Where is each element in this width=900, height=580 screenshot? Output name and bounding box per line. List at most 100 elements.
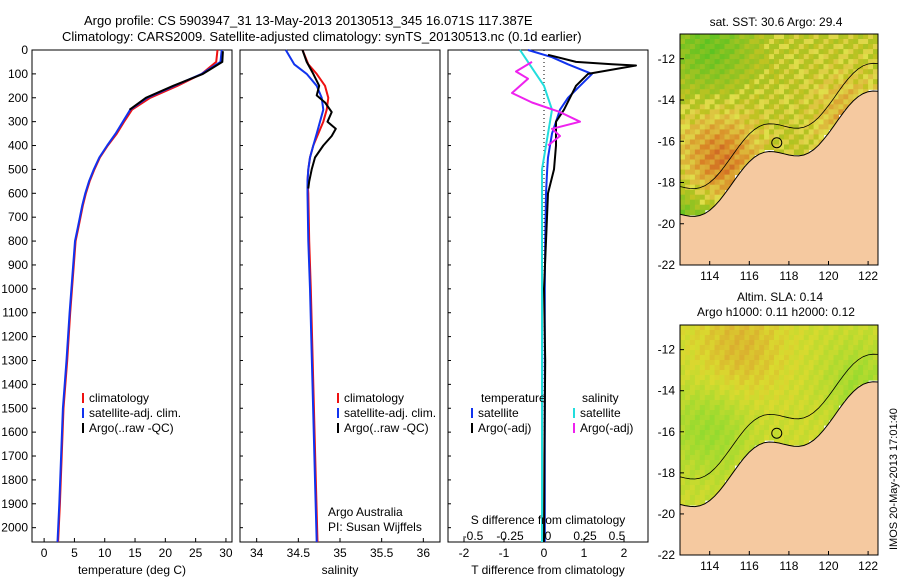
map-cell: [818, 340, 825, 346]
map-cell: [788, 119, 795, 125]
map-cell: [709, 400, 716, 406]
map-cell: [680, 395, 686, 401]
map-cell: [818, 119, 825, 125]
map-cell: [803, 385, 810, 391]
map-cell: [793, 49, 800, 55]
map-cell: [828, 360, 834, 366]
map-cell: [798, 144, 805, 151]
map-cell: [719, 475, 726, 481]
map-cell: [685, 490, 691, 496]
map-cell: [803, 345, 810, 351]
map-cell: [704, 410, 711, 416]
map-cell: [709, 89, 716, 95]
map-cell: [739, 435, 745, 441]
map-cell: [739, 129, 745, 135]
map-cell: [714, 360, 721, 366]
map-cell: [729, 109, 735, 115]
map-cell: [868, 69, 874, 75]
map-cell: [739, 69, 745, 75]
map-cell: [868, 39, 874, 45]
y-tick-label: 100: [8, 67, 28, 81]
map-cell: [724, 470, 730, 476]
map-cell: [788, 149, 795, 156]
map-cell: [774, 360, 780, 366]
x-tick-label: 2: [621, 546, 628, 560]
map-cell: [739, 64, 745, 70]
map-cell: [848, 44, 854, 50]
map-cell: [689, 179, 696, 186]
map-cell: [754, 99, 760, 105]
map-cell: [764, 94, 770, 100]
map-cell: [833, 325, 839, 331]
map-cell: [685, 385, 691, 391]
map-cell: [779, 89, 785, 95]
map-cell: [685, 345, 691, 351]
map-cell: [823, 59, 829, 65]
map-cell: [685, 340, 691, 346]
map-cell: [828, 34, 834, 40]
map-cell: [863, 79, 869, 85]
map-cell: [729, 445, 735, 451]
map-cell: [793, 94, 800, 100]
map-cell: [685, 184, 691, 191]
map-cell: [719, 174, 726, 181]
map-cell: [784, 355, 790, 361]
map-cell: [803, 375, 810, 381]
map-cell: [759, 420, 765, 426]
map-cell: [724, 184, 730, 191]
map-cell: [759, 325, 765, 331]
map-cell: [823, 395, 829, 401]
y-tick-label: 200: [8, 91, 28, 105]
map-cell: [798, 89, 805, 95]
map-cell: [699, 94, 706, 100]
map-cell: [848, 59, 854, 65]
map-cell: [759, 340, 765, 346]
map-cell: [724, 410, 730, 416]
map-cell: [739, 79, 745, 85]
map-cell: [759, 124, 765, 130]
map-cell: [873, 64, 878, 70]
map-cell: [813, 104, 820, 110]
map-cell: [699, 79, 706, 85]
map-cell: [724, 360, 730, 366]
map-cell: [729, 455, 735, 461]
map-cell: [779, 330, 785, 336]
map-cell: [709, 340, 716, 346]
map-cell: [734, 435, 740, 441]
map-cell: [749, 124, 755, 130]
map-cell: [784, 365, 790, 371]
map-cell: [784, 430, 790, 436]
map-cell: [754, 390, 760, 396]
map-cell: [714, 189, 721, 196]
map-cell: [759, 99, 765, 105]
map-cell: [808, 335, 815, 341]
map-cell: [685, 415, 691, 421]
map-cell: [808, 104, 815, 110]
map-cell: [734, 450, 740, 456]
map-cell: [739, 360, 745, 366]
map-cell: [858, 79, 864, 85]
map-cell: [680, 74, 686, 80]
map-cell: [694, 79, 701, 85]
map-cell: [704, 330, 711, 336]
map-cell: [818, 370, 825, 376]
map-cell: [719, 79, 726, 85]
map-cell: [729, 169, 735, 176]
map-cell: [719, 159, 726, 166]
map-cell: [784, 44, 790, 50]
map-cell: [749, 119, 755, 125]
map-cell: [724, 164, 730, 171]
map-cell: [759, 119, 765, 125]
map-cell: [689, 500, 696, 506]
map-cell: [749, 360, 755, 366]
map-cell: [689, 54, 696, 60]
map-cell: [769, 340, 775, 346]
map-cell: [724, 44, 730, 50]
chart-title-line1: Argo profile: CS 5903947_31 13-May-2013 …: [84, 13, 533, 28]
map-cell: [724, 54, 730, 60]
map-cell: [863, 355, 869, 361]
map-cell: [694, 119, 701, 125]
map-cell: [724, 169, 730, 176]
map-cell: [739, 340, 745, 346]
map-cell: [873, 360, 878, 366]
